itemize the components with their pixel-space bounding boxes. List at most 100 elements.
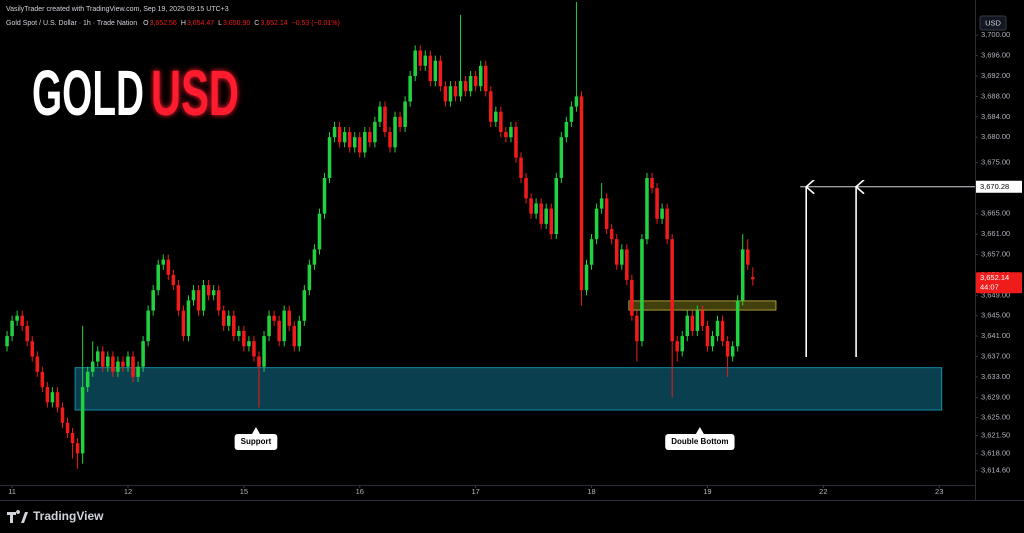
candle-body [509,126,513,138]
candle-body [408,75,412,102]
candle-body [368,132,372,143]
candle-body [85,371,90,388]
candle-body [151,290,155,311]
callout-text: Support [241,437,272,446]
candle-body [378,106,382,122]
candle-body [559,137,564,178]
candle-body [45,387,50,403]
candle-body [403,101,407,127]
x-tick-label: 18 [587,487,595,496]
y-tick-label: 3,692.00 [981,71,1010,80]
candle-body [171,274,176,286]
credit: VasilyTrader created with TradingView.co… [6,6,229,13]
candle-body [544,208,548,224]
title-right: USD [151,57,239,129]
candle-body [599,198,604,209]
candle-body [640,239,644,342]
candle-body [685,315,690,337]
candle-body [428,55,433,82]
status-key: C [254,20,259,27]
candle-body [327,137,332,178]
candle-body [161,259,166,265]
candle-body [499,111,503,133]
candle-body [287,310,291,326]
candle-body [468,75,473,92]
candle-body [80,387,85,454]
candle-body [101,351,105,367]
candle-body [574,96,579,107]
candle-body [75,443,80,454]
status-key: L [218,20,222,27]
candle-body [473,75,478,87]
candle-body [373,121,377,143]
y-tick-label: 3,665.00 [981,209,1010,218]
candle-body [489,91,493,122]
candle-body [398,116,402,127]
candle-body [50,392,55,403]
candle-body [388,132,392,148]
y-tick-label: 3,621.50 [981,431,1010,440]
candle-body [609,228,614,240]
candle-body [549,208,554,235]
candle-body [650,177,654,189]
candle-body [539,203,543,224]
candle-body [630,279,634,316]
plot-area [5,2,943,469]
candle-body [216,290,221,311]
x-tick-label: 17 [471,487,479,496]
candle-body [136,366,140,377]
x-tick-label: 16 [356,487,364,496]
candle-body [70,432,75,444]
candle-body [655,188,659,219]
brand-logo [7,510,28,523]
candle-body [201,285,206,311]
x-tick-label: 22 [819,487,827,496]
candle-body [584,264,589,291]
candle-body [625,249,629,280]
y-tick-label: 3,700.00 [981,30,1010,39]
candle-body [458,81,463,97]
candle-body [317,213,322,250]
y-tick-label: 3,680.00 [981,132,1010,141]
candle-body [20,315,24,326]
candle-body [116,361,120,372]
candle-body [453,86,458,97]
candle-body [106,356,110,367]
candle-body [90,361,95,372]
candle-body [740,249,745,301]
candle-body [695,310,700,331]
candle-body [126,356,130,367]
candle-body [675,341,679,352]
candle-body [448,86,453,102]
status-value: 3,652.56 [150,20,177,27]
candle-body [262,336,266,367]
candle-body [635,315,639,342]
candle-body [670,239,674,342]
candle-body [186,300,191,337]
zone [74,367,943,411]
candle-body [141,341,145,367]
candle-body [751,277,755,280]
y-tick-label: 3,684.00 [981,112,1010,121]
candle-body [423,55,428,66]
candle-body [121,361,125,367]
y-tick-label: 3,614.60 [981,466,1010,475]
y-tick-label: 3,645.00 [981,311,1010,320]
x-tick-label: 19 [703,487,711,496]
level-label-box [976,180,1022,193]
status-value: 3,654.47 [187,20,214,27]
x-tick-label: 23 [935,487,943,496]
currency[interactable]: USD [985,18,1001,27]
candle-body [700,310,705,326]
candle-body [247,341,251,347]
candle-body [604,198,609,229]
candle-body [393,116,397,148]
candle-body [332,126,337,138]
candle-body [443,86,448,102]
symbol: Gold Spot / U.S. Dollar · 1h · Trade Nat… [6,20,137,27]
candle-body [10,320,14,337]
candle-body [307,264,312,291]
candle-body [514,126,518,158]
candle-body [494,111,498,122]
